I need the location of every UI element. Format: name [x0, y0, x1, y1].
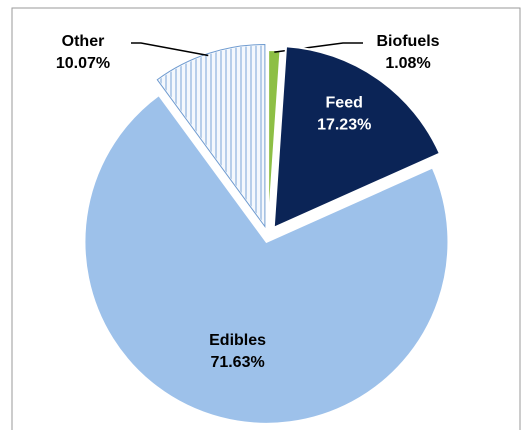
slice-label: Biofuels	[376, 33, 439, 50]
pie-slice	[267, 49, 282, 233]
value-label: 17.23%	[317, 116, 371, 133]
pie-slice	[83, 93, 450, 425]
slice-label: Edibles	[209, 332, 266, 349]
slice-label: Feed	[326, 94, 363, 111]
value-label: 1.08%	[385, 55, 430, 72]
slice-label: Other	[62, 33, 105, 50]
pie-slice	[272, 45, 442, 230]
leader-line	[131, 42, 209, 57]
value-label: 71.63%	[210, 354, 264, 371]
value-label: 10.07%	[56, 55, 110, 72]
frame	[11, 7, 521, 430]
slice-outline	[156, 43, 266, 229]
